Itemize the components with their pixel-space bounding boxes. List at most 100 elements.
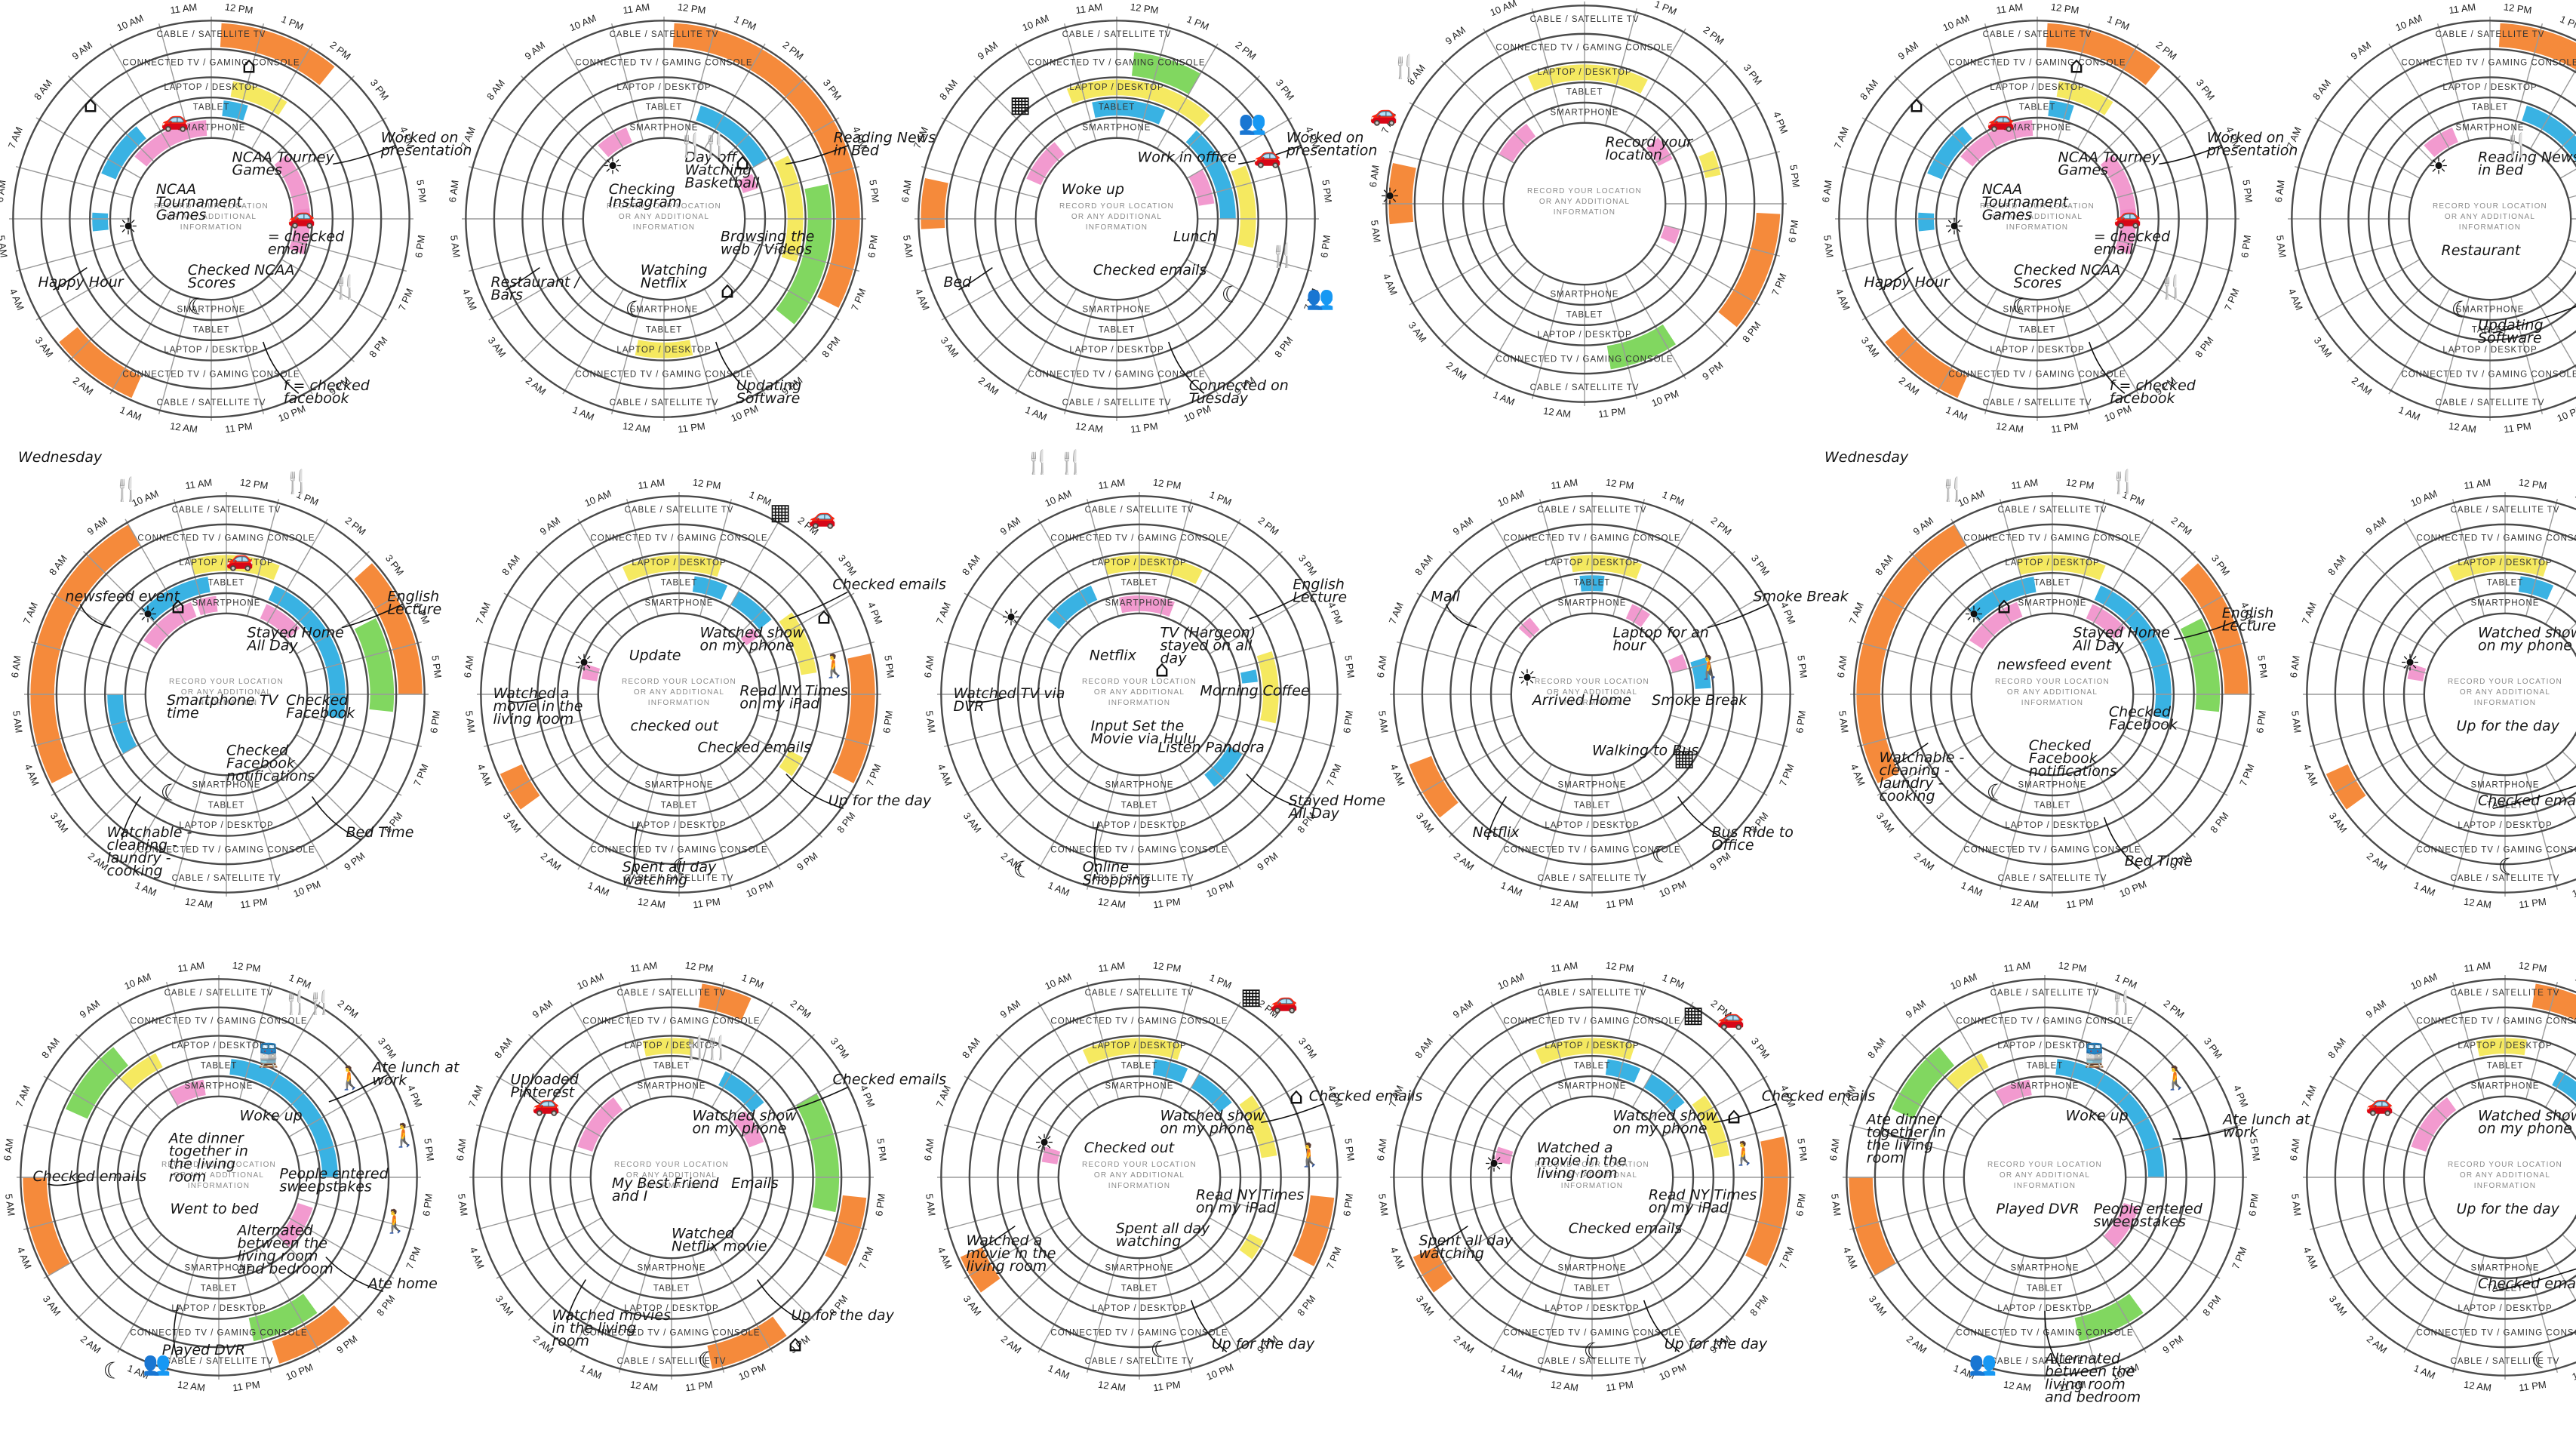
fork-icon: 🍴 <box>112 476 140 503</box>
hour-label: 3 PM <box>1296 1035 1319 1060</box>
center-text: RECORD YOUR LOCATION <box>1535 678 1649 686</box>
hour-label: 12 AM <box>629 1379 659 1394</box>
hour-label: 6 AM <box>462 655 476 678</box>
ring-label-cable: CABLE / SATELLITE TV <box>610 398 719 408</box>
ring-label-tablet: TABLET <box>1574 1062 1611 1071</box>
hour-label: 10 AM <box>1941 12 1972 33</box>
ring-label-connected-tv: CONNECTED TV / GAMING CONSOLE <box>1503 1017 1680 1026</box>
ring-outline <box>1016 1054 1262 1300</box>
ring-outline <box>84 552 369 837</box>
diary-wheel: 12 PM1 PM2 PM3 PM4 PM5 PM6 PM7 PM8 PM9 P… <box>922 449 1385 911</box>
diary-wheel: 12 PM1 PM2 PM3 PM4 PM5 PM6 PM7 PM8 PM9 P… <box>462 476 946 910</box>
people-icon: 👥 <box>1238 110 1266 137</box>
hour-label: 12 PM <box>1605 959 1634 974</box>
home-icon: ⌂ <box>1997 593 2011 620</box>
moon-icon: ☾ <box>1222 282 1242 309</box>
ring-outline <box>945 48 1288 390</box>
ring-outline <box>1057 1095 1222 1260</box>
hour-label: 8 AM <box>1865 1036 1888 1061</box>
usage-segment-cable <box>2498 23 2576 70</box>
usage-segment-laptop <box>190 555 280 580</box>
hour-label: 2 PM <box>2154 39 2179 62</box>
handwritten-note: Checked Facebook <box>2109 703 2178 733</box>
handwritten-note: Netflix <box>1090 648 1137 664</box>
usage-segment-connected-tv <box>1892 1047 1955 1119</box>
home-icon: ⌂ <box>1154 657 1169 683</box>
hour-label: 12 PM <box>2065 476 2095 491</box>
ring-label-smartphone: SMARTPHONE <box>1558 781 1627 790</box>
hour-label: 5 AM <box>456 1193 470 1217</box>
hour-label: 7 AM <box>466 1084 485 1109</box>
annotation-leader <box>312 796 361 841</box>
hour-label: 10 AM <box>568 12 598 33</box>
usage-segment-tablet <box>730 591 772 629</box>
activity-icons: 🚶 🚶 🚆 ☾ 👥 🍴🍴 🚶 <box>103 989 419 1385</box>
hour-label: 5 PM <box>2248 1137 2262 1161</box>
ring-outline <box>2423 1095 2576 1260</box>
ring-label-connected-tv: CONNECTED TV / GAMING CONSOLE <box>1050 1017 1228 1026</box>
handwritten-note: Restaurant / Bars <box>490 274 581 303</box>
ring-outline <box>1413 32 1756 375</box>
ring-label-smartphone: SMARTPHONE <box>630 123 699 132</box>
sun-icon: ☀ <box>1034 1131 1055 1157</box>
center-text: INFORMATION <box>1086 223 1148 232</box>
ring-label-cable: CABLE / SATELLITE TV <box>164 1357 274 1366</box>
hour-label: 5 AM <box>901 235 915 258</box>
home-icon: ⌂ <box>1726 1103 1741 1130</box>
hour-label: 6 PM <box>873 1192 887 1217</box>
hour-label: 6 AM <box>1367 165 1382 188</box>
handwritten-note: Stayed Home All Day <box>245 624 343 654</box>
ring-outline <box>20 978 418 1377</box>
hour-label: 7 PM <box>396 287 415 312</box>
ring-label-cable: CABLE / SATELLITE TV <box>1990 1357 2100 1366</box>
handwritten-note: Watched show on my phone <box>2478 624 2576 654</box>
car-icon: 🚗 <box>1369 101 1397 128</box>
center-text: RECORD YOUR LOCATION <box>1535 1161 1649 1169</box>
hour-label: 12 AM <box>2448 420 2477 435</box>
hour-label: 10 PM <box>2571 1361 2576 1383</box>
activity-icons: ⌂ 🍴 🍴 ☾ ☀ <box>1001 449 1170 884</box>
ring-outline <box>480 495 878 894</box>
usage-segment-tablet <box>142 577 211 622</box>
handwritten-note: Checked emails <box>1569 1220 1683 1237</box>
diary-wheel: 12 PM1 PM2 PM3 PM4 PM5 PM6 PM7 PM8 PM9 P… <box>2288 959 2576 1393</box>
center-text: OR ANY ADDITIONAL <box>2007 688 2098 697</box>
hour-label: 8 AM <box>32 78 54 103</box>
hour-label: 6 AM <box>1375 655 1389 678</box>
ring-label-tablet: TABLET <box>193 325 230 334</box>
handwritten-note: Up for the day <box>1212 1336 1315 1352</box>
hour-label: 5 AM <box>0 235 10 258</box>
hour-label: 12 PM <box>239 476 269 491</box>
hour-label: 6 AM <box>922 655 936 678</box>
hour-label: 6 AM <box>2273 180 2287 203</box>
handwritten-note: Up for the day <box>791 1307 894 1324</box>
annotation-leader <box>1879 266 1914 291</box>
hour-label: 1 PM <box>2113 972 2139 991</box>
hour-label: 3 PM <box>1749 1035 1772 1060</box>
annotation-leader <box>121 796 141 840</box>
hour-label: 10 AM <box>1496 488 1526 509</box>
hour-label: 12 PM <box>224 1 254 16</box>
usage-segment-cable <box>672 23 860 308</box>
home-icon: ⌂ <box>720 278 734 304</box>
hour-label: 9 AM <box>523 39 548 62</box>
hour-label: 3 PM <box>376 1035 398 1060</box>
handwritten-notes: NCAA Tourney Games Worked on presentation = … <box>1864 130 2298 408</box>
hour-label: 5 PM <box>1342 1137 1357 1161</box>
center-text: OR ANY ADDITIONAL <box>619 213 709 221</box>
ring-outline <box>465 20 863 418</box>
hour-label: 4 AM <box>1834 287 1852 312</box>
ring-labels: CABLE / SATELLITE TV CABLE / SATELLITE TV… <box>575 30 752 408</box>
fork-icon: 🍴 <box>2503 132 2531 159</box>
hour-label: 10 AM <box>1489 0 1519 18</box>
ring-label-tablet: TABLET <box>2019 325 2056 334</box>
usage-segment-cable <box>30 525 140 783</box>
hour-label: 6 AM <box>447 180 461 203</box>
ring-outline <box>1838 20 2236 418</box>
hour-label: 8 AM <box>47 553 69 578</box>
hour-label: 4 AM <box>2286 287 2305 312</box>
ring-label-smartphone: SMARTPHONE <box>177 306 246 315</box>
center-text: OR ANY ADDITIONAL <box>1547 1171 1637 1180</box>
